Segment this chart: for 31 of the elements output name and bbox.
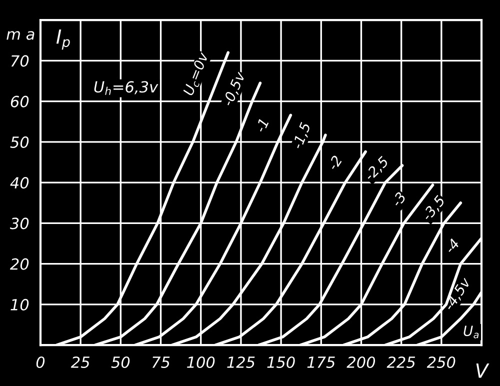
- text: -2: [326, 154, 342, 171]
- x-tick-label: 200: [346, 356, 376, 368]
- x-tick-label: 225: [386, 356, 416, 368]
- annotation: I$_{p}$: [56, 29, 70, 50]
- y-tick-label: 20: [10, 258, 29, 270]
- text: -1,5: [292, 122, 312, 150]
- y-tick-label: 30: [10, 218, 29, 230]
- annotation: U$_{a}$: [464, 326, 479, 338]
- y-tick-label: 40: [10, 177, 29, 189]
- y-tick-label: 10: [10, 298, 29, 310]
- text: -2,5: [364, 156, 390, 182]
- x-tick-label: 75: [152, 356, 170, 368]
- text: -4: [444, 238, 460, 254]
- y-tick-label: 70: [11, 55, 29, 67]
- text: U$_{c}$=0v: [182, 51, 211, 97]
- x-tick-label: 50: [111, 356, 130, 368]
- x-tick-label: 175: [307, 356, 335, 368]
- y-tick-label: 50: [10, 136, 29, 148]
- x-tick-label: 150: [267, 356, 295, 368]
- x-tick-label: 25: [70, 356, 90, 368]
- text: -1: [254, 118, 269, 133]
- y-tick-label: 60: [10, 96, 29, 108]
- x-tick-label: 0: [36, 356, 45, 368]
- x-axis-title: V: [476, 364, 490, 378]
- text: -0,5v: [222, 70, 247, 108]
- x-tick-label: 100: [187, 356, 215, 368]
- text: -3: [390, 191, 407, 208]
- x-tick-label: 250: [426, 356, 456, 368]
- y-axis-title: m a: [6, 31, 34, 40]
- annotation: U$_{h}$=6,3v: [94, 81, 158, 95]
- x-tick-label: 125: [227, 356, 255, 368]
